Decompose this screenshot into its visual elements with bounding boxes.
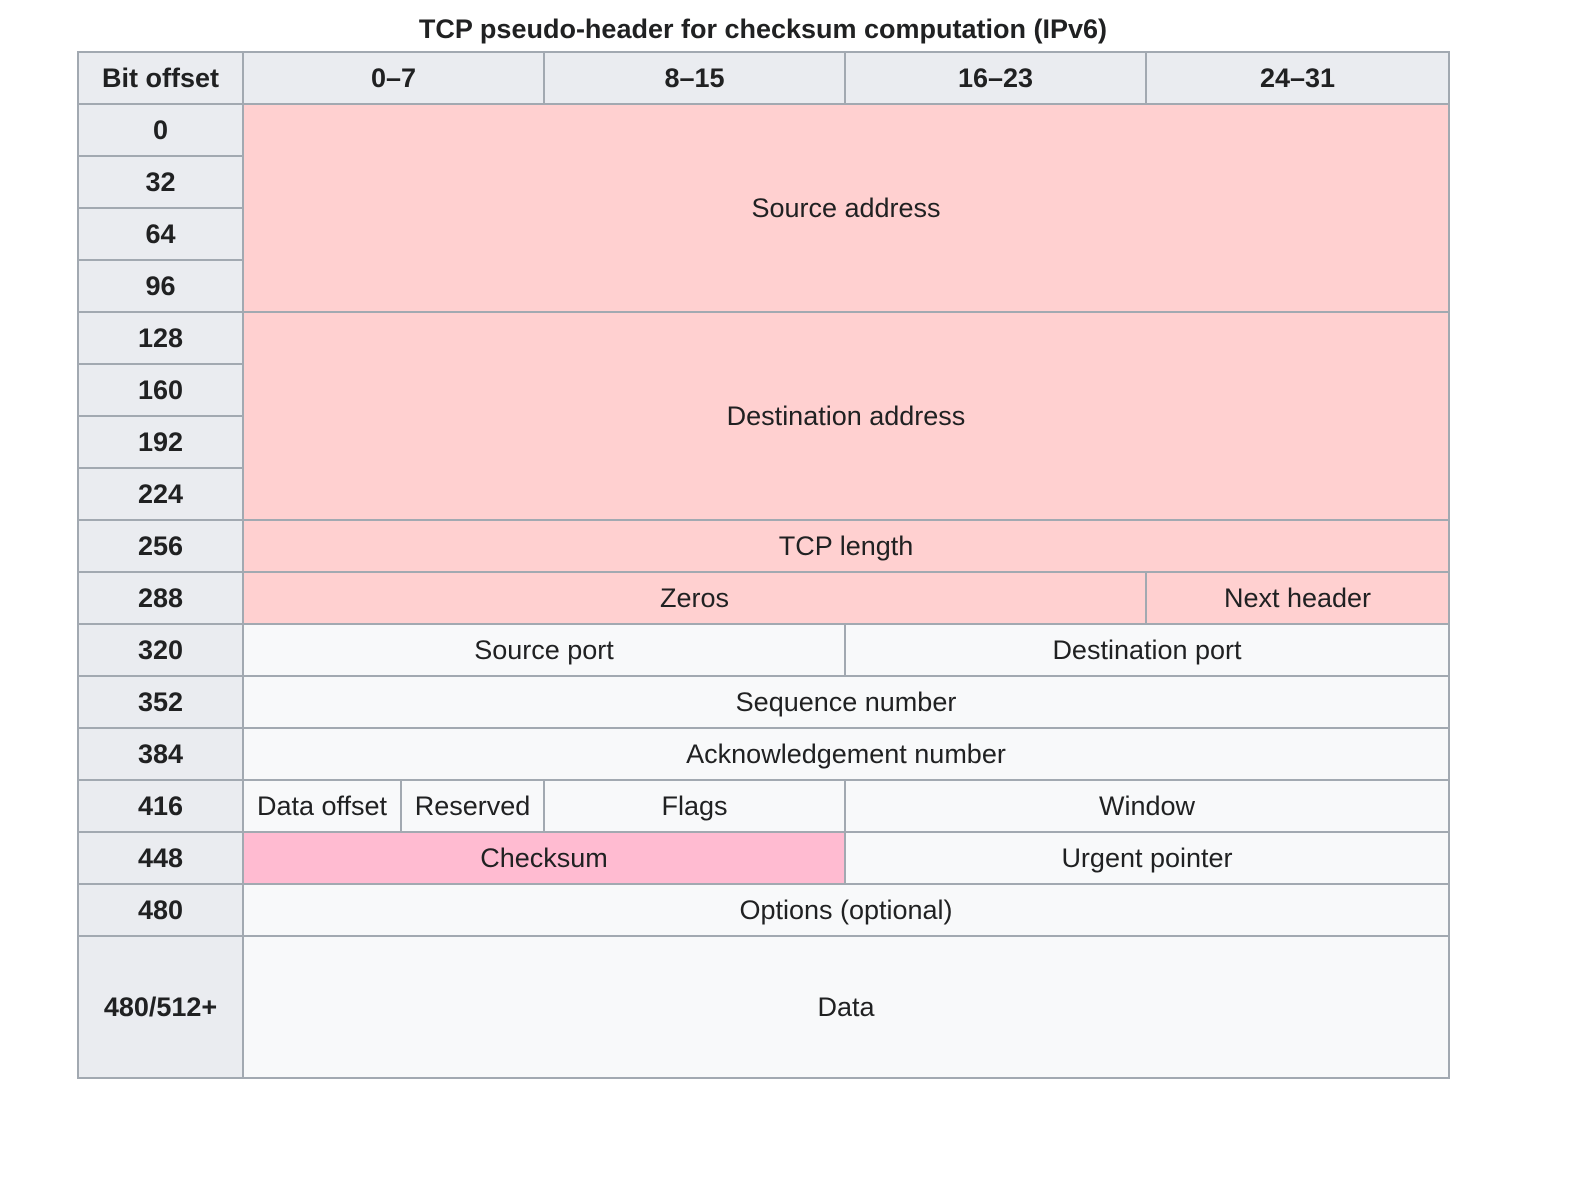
- table-caption: TCP pseudo-header for checksum computati…: [418, 14, 1108, 44]
- field-flags: Flags: [543, 779, 846, 833]
- offset-label: 480: [77, 883, 244, 937]
- col-header-24-31: 24–31: [1145, 51, 1450, 105]
- offset-label: 192: [77, 415, 244, 469]
- table-row: 384 Acknowledgement number: [77, 727, 1450, 781]
- table-row: 128 Destination address: [77, 311, 1450, 521]
- offset-label: 96: [77, 259, 244, 313]
- offset-label: 128: [77, 311, 244, 365]
- field-checksum: Checksum: [242, 831, 846, 885]
- field-data: Data: [242, 935, 1450, 1079]
- offset-label: 0: [77, 103, 244, 157]
- table-row: 64: [77, 207, 1449, 261]
- offset-label: 352: [77, 675, 244, 729]
- offset-label: 224: [77, 467, 244, 521]
- field-data-offset: Data offset: [242, 779, 402, 833]
- col-header-0-7: 0–7: [242, 51, 545, 105]
- table-row: 480 Options (optional): [77, 883, 1450, 937]
- table-row: 320 Source port Destination port: [77, 623, 1450, 677]
- field-window: Window: [844, 779, 1450, 833]
- table-row: 224: [77, 467, 1449, 521]
- header-row: Bit offset 0–7 8–15 16–23 24–31: [77, 51, 1450, 105]
- offset-label: 288: [77, 571, 244, 625]
- table-row: 480/512+ Data: [77, 935, 1450, 1079]
- field-source-port: Source port: [242, 623, 846, 677]
- field-tcp-length: TCP length: [242, 519, 1450, 573]
- field-reserved: Reserved: [400, 779, 545, 833]
- offset-label: 32: [77, 155, 244, 209]
- offset-label: 448: [77, 831, 244, 885]
- table-row: 96: [77, 259, 1449, 313]
- tcp-pseudo-header-table: Bit offset 0–7 8–15 16–23 24–31 0 Source…: [77, 51, 1450, 1079]
- offset-label: 256: [77, 519, 244, 573]
- table-row: 32: [77, 155, 1449, 209]
- offset-label: 480/512+: [77, 935, 244, 1079]
- offset-label: 160: [77, 363, 244, 417]
- col-header-16-23: 16–23: [844, 51, 1147, 105]
- field-options: Options (optional): [242, 883, 1450, 937]
- bit-offset-header: Bit offset: [77, 51, 244, 105]
- table-row: 416 Data offset Reserved Flags Window: [77, 779, 1450, 833]
- offset-label: 64: [77, 207, 244, 261]
- table-row: 256 TCP length: [77, 519, 1450, 573]
- field-urgent-pointer: Urgent pointer: [844, 831, 1450, 885]
- field-sequence-number: Sequence number: [242, 675, 1450, 729]
- field-acknowledgement-number: Acknowledgement number: [242, 727, 1450, 781]
- field-destination-address: Destination address: [242, 311, 1450, 521]
- table-row: 288 Zeros Next header: [77, 571, 1450, 625]
- table-row: 448 Checksum Urgent pointer: [77, 831, 1450, 885]
- offset-label: 320: [77, 623, 244, 677]
- table-row: 352 Sequence number: [77, 675, 1450, 729]
- field-zeros: Zeros: [242, 571, 1147, 625]
- col-header-8-15: 8–15: [543, 51, 846, 105]
- table-row: 160: [77, 363, 1449, 417]
- table-row: 0 Source address: [77, 103, 1450, 313]
- table-row: 192: [77, 415, 1449, 469]
- offset-label: 416: [77, 779, 244, 833]
- field-destination-port: Destination port: [844, 623, 1450, 677]
- field-next-header: Next header: [1145, 571, 1450, 625]
- field-source-address: Source address: [242, 103, 1450, 313]
- offset-label: 384: [77, 727, 244, 781]
